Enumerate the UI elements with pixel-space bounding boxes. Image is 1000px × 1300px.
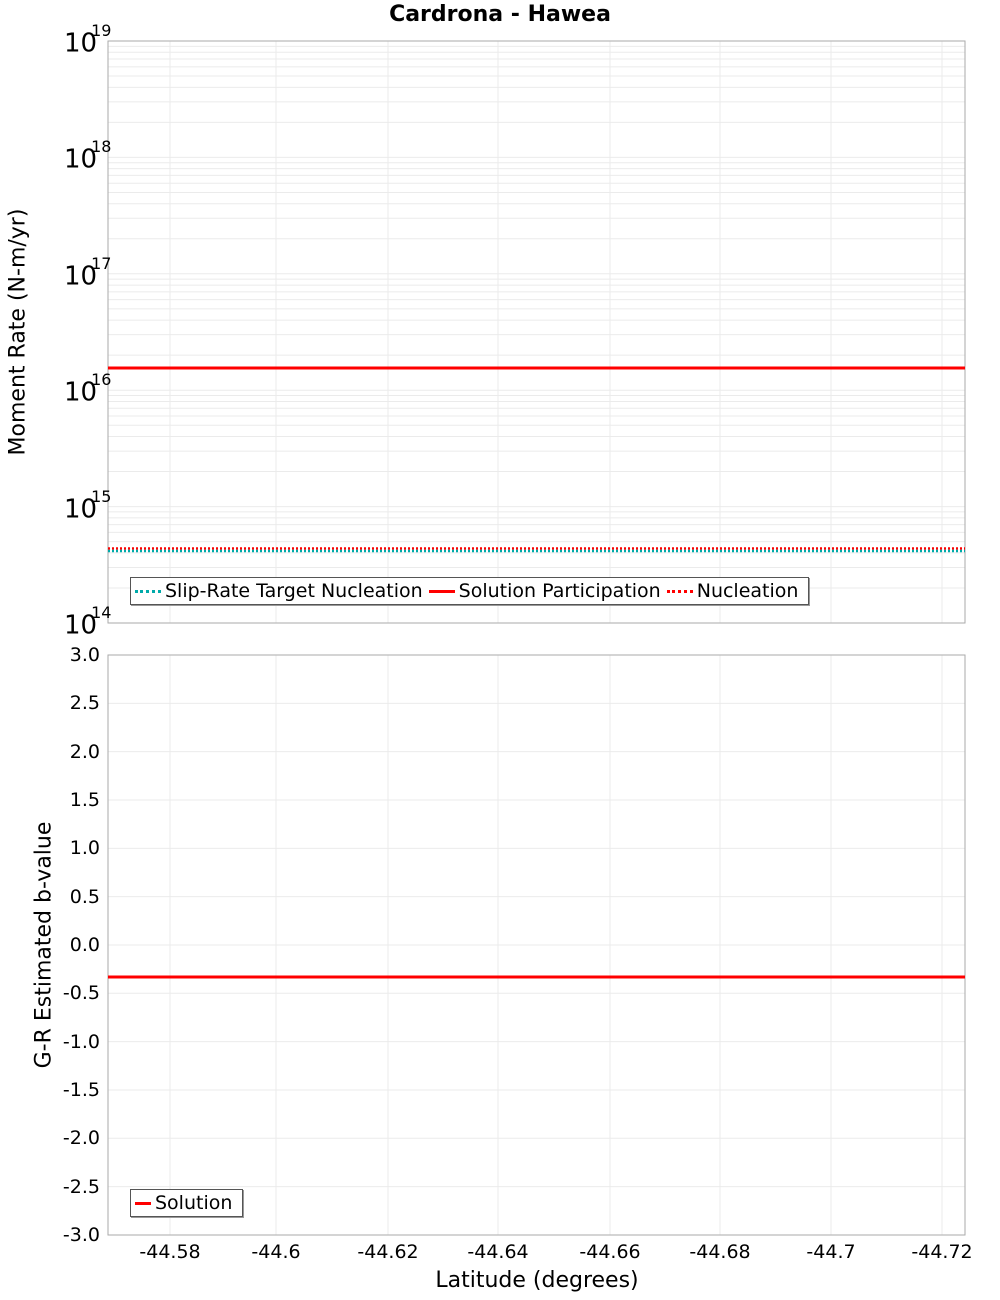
- legend-label: Solution Participation: [458, 580, 661, 602]
- y-tick-label: 1017: [64, 253, 112, 292]
- top-plot-area: [107, 40, 966, 624]
- y-tick-label: -0.5: [62, 982, 100, 1005]
- x-tick-label: -44.62: [357, 1241, 419, 1263]
- legend-label: Slip-Rate Target Nucleation: [165, 580, 423, 602]
- x-tick-label: -44.68: [689, 1241, 751, 1263]
- y-tick-label: 1018: [64, 137, 112, 176]
- x-tick-label: -44.6: [251, 1241, 301, 1263]
- x-tick-label: -44.72: [911, 1241, 973, 1263]
- y-tick-label: 2.5: [69, 692, 100, 715]
- y-tick-label: 3.0: [69, 644, 100, 666]
- x-axis-label: Latitude (degrees): [435, 1268, 639, 1293]
- y-tick-label: 1016: [64, 370, 112, 408]
- top-y-axis-label: Moment Rate (N-m/yr): [5, 208, 31, 456]
- y-tick-label: 0.0: [69, 933, 100, 956]
- x-tick-label: -44.58: [139, 1241, 201, 1263]
- y-tick-label: 1.5: [69, 788, 100, 811]
- bottom-plot-area: [107, 654, 966, 1236]
- y-tick-label: -2.0: [62, 1127, 100, 1150]
- legend-label: Solution: [155, 1192, 233, 1214]
- legend-label: Nucleation: [696, 580, 799, 602]
- y-tick-label: -3.0: [62, 1223, 100, 1246]
- x-tick-label: -44.64: [467, 1241, 529, 1263]
- y-tick-label: 1015: [64, 486, 112, 525]
- bottom-y-axis-label: G-R Estimated b-value: [31, 821, 57, 1069]
- y-tick-label: -2.5: [62, 1175, 100, 1198]
- top-legend: Slip-Rate Target Nucleation Solution Par…: [130, 577, 810, 605]
- chart-title: Cardrona - Hawea: [389, 2, 611, 27]
- y-tick-label: -1.5: [62, 1078, 100, 1101]
- y-tick-label: 1019: [64, 21, 112, 59]
- x-tick-label: -44.7: [806, 1241, 856, 1263]
- y-tick-label: 1014: [64, 603, 112, 641]
- y-tick-label: 2.0: [69, 740, 100, 763]
- bottom-legend: Solution: [130, 1189, 244, 1217]
- y-tick-label: 0.5: [69, 885, 100, 908]
- x-tick-label: -44.66: [579, 1241, 641, 1263]
- y-tick-label: -1.0: [62, 1030, 100, 1053]
- y-tick-label: 1.0: [69, 837, 100, 860]
